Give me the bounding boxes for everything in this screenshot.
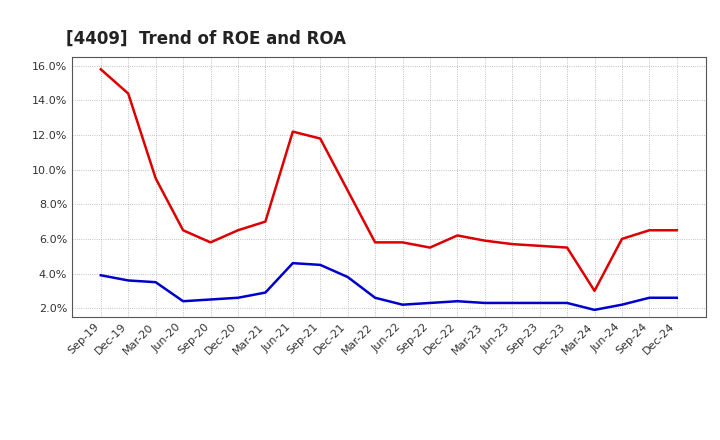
ROE [151, 176, 160, 181]
ROE [398, 240, 407, 245]
ROE [233, 227, 242, 233]
ROE [371, 240, 379, 245]
ROA [453, 299, 462, 304]
ROE [343, 188, 352, 193]
ROA [124, 278, 132, 283]
ROA [480, 301, 489, 306]
ROE [261, 219, 270, 224]
ROE [316, 136, 325, 141]
ROA [371, 295, 379, 301]
ROA [536, 301, 544, 306]
ROA [398, 302, 407, 307]
ROE [289, 129, 297, 134]
ROA [590, 307, 599, 312]
ROA [672, 295, 681, 301]
ROE [618, 236, 626, 242]
ROE [124, 91, 132, 96]
ROE [536, 243, 544, 249]
ROE [206, 240, 215, 245]
Line: ROA: ROA [101, 263, 677, 310]
ROE [426, 245, 434, 250]
ROA [151, 279, 160, 285]
ROA [343, 275, 352, 280]
ROE [96, 67, 105, 72]
ROE [590, 288, 599, 293]
ROE [453, 233, 462, 238]
ROE [179, 227, 187, 233]
ROA [261, 290, 270, 295]
ROE [672, 227, 681, 233]
ROA [618, 302, 626, 307]
ROA [316, 262, 325, 268]
ROE [508, 242, 516, 247]
ROE [480, 238, 489, 243]
ROA [426, 301, 434, 306]
ROA [508, 301, 516, 306]
ROA [563, 301, 572, 306]
ROE [645, 227, 654, 233]
ROA [96, 273, 105, 278]
ROE [563, 245, 572, 250]
ROA [645, 295, 654, 301]
Line: ROE: ROE [101, 70, 677, 291]
ROA [289, 260, 297, 266]
ROA [206, 297, 215, 302]
Text: [4409]  Trend of ROE and ROA: [4409] Trend of ROE and ROA [66, 29, 346, 48]
ROA [233, 295, 242, 301]
ROA [179, 299, 187, 304]
